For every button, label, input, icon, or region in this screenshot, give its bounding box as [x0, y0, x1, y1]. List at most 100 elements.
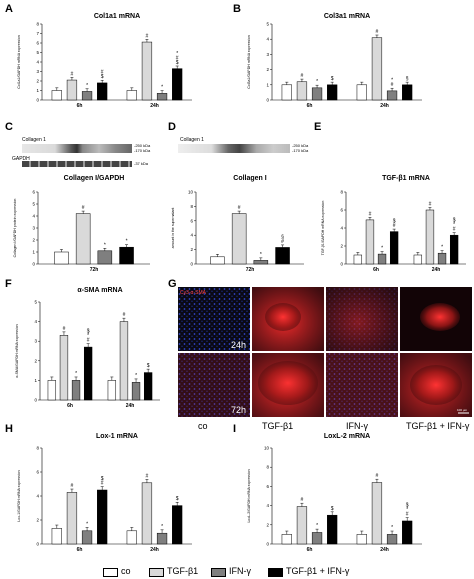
time-label-24h: 24h: [231, 340, 247, 350]
panel-letter-c: C: [5, 121, 13, 133]
bar: [172, 505, 183, 545]
chart-loxl2: LoxL-2 mRNA LoxL-2/GAPDH mRNA expression 0…: [247, 433, 422, 553]
significance-marker: #: [71, 483, 74, 489]
chart-title: Collagen I/GAPDH: [64, 175, 125, 182]
legend-label-ifng: IFN-γ: [229, 566, 251, 576]
significance-marker: $: [147, 363, 150, 369]
bar: [97, 82, 108, 101]
bar: [402, 520, 413, 545]
chart-col1a1: Col1a1 mRNA Col1a1/GAPDH mRNA expression 0…: [17, 13, 192, 109]
bar: [59, 335, 69, 401]
col-label-co: co: [198, 421, 208, 431]
bar: [119, 246, 134, 265]
x-category-label: 24h: [126, 403, 135, 409]
significance-marker: *: [126, 239, 128, 245]
significance-marker: §: [281, 234, 284, 240]
y-tick-label: 4: [36, 494, 39, 499]
significance-marker: #: [123, 312, 126, 318]
significance-marker: $: [176, 60, 179, 66]
bar: [107, 380, 117, 401]
panel-letter-e: E: [314, 121, 322, 133]
bar: [231, 213, 247, 265]
significance-marker: §: [406, 76, 409, 82]
y-tick-label: 1: [36, 88, 39, 93]
bar: [371, 37, 383, 101]
bar: [51, 90, 62, 101]
panel-letter-b: B: [233, 3, 241, 15]
y-tick-label: 2: [34, 358, 37, 363]
x-category-label: 72h: [90, 267, 99, 273]
significance-marker: #: [301, 73, 304, 79]
blot-c-collagen-image: [22, 144, 132, 153]
bar: [66, 492, 78, 545]
bar: [377, 253, 387, 265]
y-tick-label: 5: [266, 22, 269, 27]
significance-marker: #: [146, 33, 149, 39]
y-tick-label: 5: [34, 300, 37, 305]
chart-collagen-gapdh: Collagen I/GAPDH Collagen I/GAPDH protein…: [13, 175, 150, 273]
bar: [156, 93, 168, 101]
chart-title: LoxL-2 mRNA: [324, 433, 370, 440]
significance-marker: $: [87, 329, 90, 335]
y-tick-label: 4: [32, 214, 35, 219]
micro-combo-24h: [400, 287, 472, 351]
bar: [81, 530, 93, 545]
bar: [141, 482, 153, 545]
micro-tgfb1-24h: [252, 287, 324, 351]
bar: [83, 346, 93, 401]
panel-letter-d: D: [168, 121, 176, 133]
y-tick-label: 2: [266, 67, 269, 72]
significance-marker: *: [316, 79, 318, 85]
significance-marker: *: [406, 507, 408, 513]
y-tick-label: 4: [36, 60, 39, 65]
bar: [449, 234, 459, 265]
significance-marker: $: [101, 74, 104, 80]
y-tick-label: 0: [36, 98, 39, 103]
y-tick-label: 4: [266, 503, 269, 508]
significance-marker: *: [135, 373, 137, 379]
y-tick-label: 7: [36, 31, 39, 36]
y-tick-label: 0: [266, 542, 269, 547]
bar: [389, 231, 399, 265]
bar: [47, 380, 57, 401]
chart-collagen-i: Collagen I amount in the supernatant 0 2 4 6 8…: [171, 175, 304, 273]
blot-c-kda-37: -37 kDa: [134, 161, 149, 166]
significance-marker: #: [63, 326, 66, 332]
bar: [66, 79, 78, 101]
blot-c-gapdh-label: GAPDH: [12, 156, 30, 162]
significance-marker: #: [393, 223, 396, 229]
significance-marker: *: [316, 523, 318, 529]
panel-letter-g: G: [168, 278, 177, 290]
y-tick-label: 2: [36, 518, 39, 523]
chart-title: Collagen I: [233, 175, 267, 182]
legend-swatch-co: [103, 568, 118, 577]
bar: [365, 219, 375, 265]
y-tick-label: 0: [340, 262, 343, 267]
y-tick-label: 0: [34, 398, 37, 403]
chart-title: Col3a1 mRNA: [324, 13, 370, 20]
blot-d-kda-170: -170 kDa: [292, 148, 309, 153]
y-tick-label: 2: [266, 522, 269, 527]
col-label-ifng: IFN-γ: [346, 421, 368, 431]
y-axis-label: amount in the supernatant: [171, 208, 175, 249]
significance-marker: *: [391, 78, 393, 84]
significance-marker: #: [376, 29, 379, 35]
legend-swatch-tgfb1: [149, 568, 164, 577]
significance-marker: #: [101, 481, 104, 487]
y-tick-label: 5: [32, 202, 35, 207]
significance-marker: #: [82, 205, 85, 211]
y-tick-label: 3: [36, 69, 39, 74]
bar: [97, 250, 113, 265]
significance-marker: $: [393, 219, 396, 225]
panel-letter-h: H: [5, 423, 13, 435]
x-category-label: 72h: [246, 267, 255, 273]
chart-title: α-SMA mRNA: [77, 287, 122, 294]
significance-marker: #: [71, 71, 74, 77]
legend: co TGF-β1 IFN-γ TGF-β1 + IFN-γ: [0, 566, 474, 578]
chart-title: Lox-1 mRNA: [96, 433, 138, 440]
y-tick-label: 8: [340, 190, 343, 195]
significance-marker: $: [331, 506, 334, 512]
significance-marker: #: [376, 473, 379, 479]
blot-c-kda-170: -170 kDa: [134, 148, 151, 153]
bar: [81, 91, 93, 101]
